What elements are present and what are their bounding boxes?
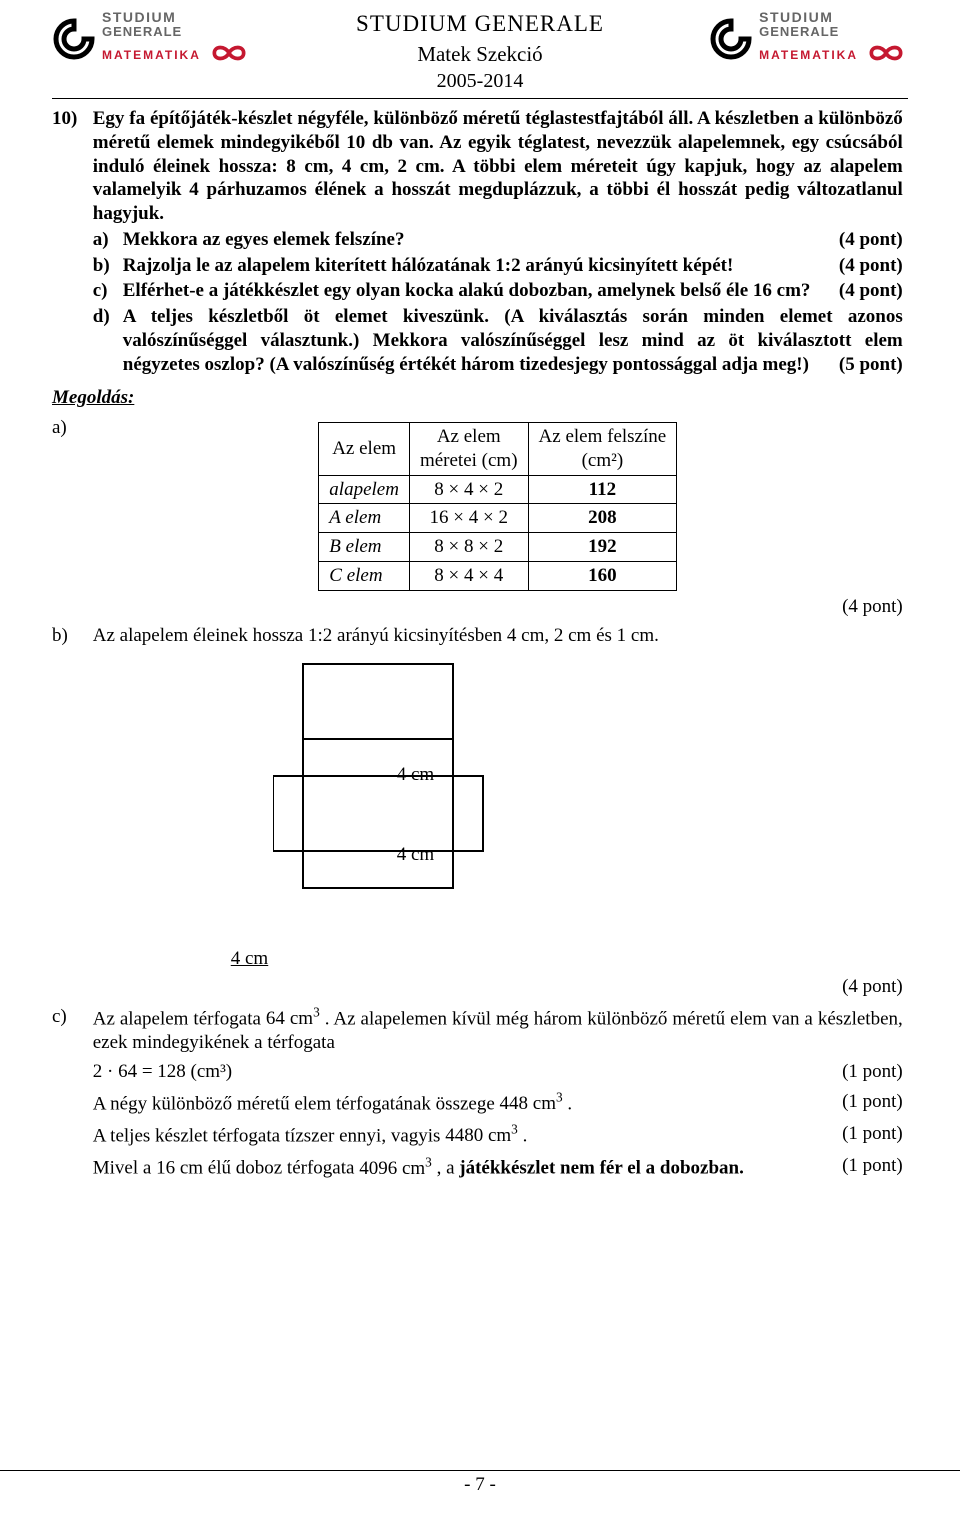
net-diagram	[273, 654, 593, 964]
infinity-icon	[864, 38, 908, 68]
sub-a-label: a)	[93, 228, 123, 252]
problem-intro: Egy fa építőjáték-készlet négyféle, külö…	[93, 108, 903, 224]
sub-b-text: Rajzolja le az alapelem kiterített hálóz…	[123, 255, 734, 276]
th-name: Az elem	[319, 423, 410, 476]
c5a: Mivel a 16 cm élű doboz térfogata	[93, 1158, 359, 1179]
sub-d-label: d)	[93, 305, 123, 376]
sub-b-pts: (4 pont)	[839, 254, 903, 278]
sub-d-text: A teljes készletből öt elemet kiveszünk.…	[123, 306, 903, 375]
table-row: alapelem 8 × 4 × 2 112	[319, 475, 677, 504]
header-subtitle: Matek Szekció	[251, 41, 709, 67]
page-header: STUDIUM GENERALE MATEMATIKA STUDIUM GENE…	[52, 0, 908, 99]
table-row: C elem 8 × 4 × 4 160	[319, 561, 677, 590]
header-title: STUDIUM GENERALE	[251, 10, 709, 39]
sub-c-text: Elférhet-e a játékkészlet egy olyan kock…	[123, 280, 811, 301]
c4: A teljes készlet térfogata tízszer ennyi…	[93, 1125, 445, 1146]
th-dim: Az elemméretei (cm)	[409, 423, 528, 476]
c3: A négy különböző méretű elem térfogatána…	[93, 1093, 500, 1114]
c3-pts: (1 pont)	[842, 1090, 903, 1116]
c5b: , a	[437, 1158, 460, 1179]
problem-10: 10) Egy fa építőjáték-készlet négyféle, …	[52, 107, 908, 376]
page-footer: - 7 -	[0, 1470, 960, 1497]
logo-left: STUDIUM GENERALE MATEMATIKA	[52, 10, 251, 68]
table-row: B elem 8 × 8 × 2 192	[319, 533, 677, 562]
sub-a-text: Mekkora az egyes elemek felszíne?	[123, 229, 405, 250]
c2-math: 2 · 64 = 128 (cm³)	[93, 1060, 842, 1084]
c5-math: 4096 cm3	[359, 1158, 432, 1179]
table-row: A elem 16 × 4 × 2 208	[319, 504, 677, 533]
c4-math: 4480 cm3	[445, 1125, 518, 1146]
elements-table: Az elem Az elemméretei (cm) Az elem fels…	[318, 422, 677, 591]
c1a: Az alapelem térfogata	[93, 1008, 266, 1029]
logo-right: STUDIUM GENERALE MATEMATIKA	[709, 10, 908, 68]
solution-c: c) Az alapelem térfogata 64 cm3 . Az ala…	[52, 1005, 908, 1181]
sol-a-pts: (4 pont)	[93, 595, 903, 619]
infinity-icon	[207, 38, 251, 68]
problem-number: 10)	[52, 107, 88, 131]
header-years: 2005-2014	[251, 69, 709, 94]
logo-text-top: STUDIUM	[759, 10, 908, 25]
solution-heading: Megoldás:	[52, 386, 908, 410]
logo-g-icon	[52, 17, 96, 61]
logo-math: MATEMATIKA	[102, 49, 201, 62]
net-label-mid: 4 cm	[397, 763, 434, 787]
logo-text-bot: GENERALE	[759, 25, 908, 39]
sub-c-label: c)	[93, 279, 123, 303]
net-label-bot: 4 cm	[397, 843, 434, 867]
th-area: Az elem felszíne(cm²)	[528, 423, 677, 476]
sol-a-letter: a)	[52, 416, 88, 440]
sol-b-text: Az alapelem éleinek hossza 1:2 arányú ki…	[93, 625, 659, 646]
c5-pts: (1 pont)	[842, 1154, 903, 1180]
c5-bold: játékkészlet nem fér el a dobozban.	[459, 1158, 744, 1179]
sol-b-letter: b)	[52, 624, 88, 648]
solution-a: a) Az elem Az elemméretei (cm) Az elem f…	[52, 416, 908, 618]
c1-math: 64 cm3	[266, 1008, 320, 1029]
net-label-top: 4 cm	[231, 948, 268, 969]
solution-b: b) Az alapelem éleinek hossza 1:2 arányú…	[52, 624, 908, 998]
sub-b-label: b)	[93, 254, 123, 278]
c4e: .	[523, 1125, 528, 1146]
logo-math: MATEMATIKA	[759, 49, 858, 62]
c2-pts: (1 pont)	[842, 1060, 903, 1084]
sub-a-pts: (4 pont)	[839, 228, 903, 252]
c3-math: 448 cm3	[500, 1093, 563, 1114]
sub-d-pts: (5 pont)	[839, 353, 903, 377]
sol-b-pts: (4 pont)	[93, 975, 903, 999]
sub-c-pts: (4 pont)	[839, 279, 903, 303]
logo-g-icon	[709, 17, 753, 61]
logo-infinity-row: MATEMATIKA	[759, 38, 908, 68]
c3e: .	[567, 1093, 572, 1114]
logo-infinity-row: MATEMATIKA	[102, 38, 251, 68]
logo-text-bot: GENERALE	[102, 25, 251, 39]
sol-c-letter: c)	[52, 1005, 88, 1029]
c4-pts: (1 pont)	[842, 1122, 903, 1148]
logo-text-top: STUDIUM	[102, 10, 251, 25]
